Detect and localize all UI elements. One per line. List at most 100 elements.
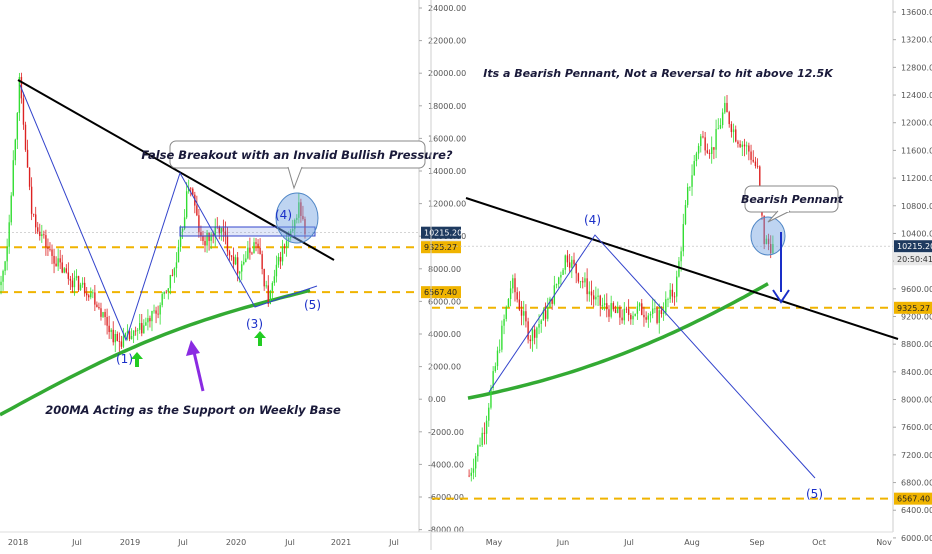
candle-body: [159, 305, 161, 315]
candle-body: [98, 307, 100, 309]
candle-body: [704, 137, 706, 151]
daily-countdown-badge-text: 20:50:41: [897, 255, 932, 264]
y-tick-label: 2000.00: [428, 363, 461, 372]
candle-body: [202, 235, 204, 242]
candle-body: [236, 257, 239, 274]
candle-body: [32, 213, 35, 215]
candle-body: [137, 329, 139, 331]
candle-body: [693, 161, 695, 176]
candle-body: [523, 311, 525, 316]
candle-body: [606, 303, 608, 310]
candle-body: [275, 264, 278, 277]
candle-body: [71, 280, 74, 288]
candle-body: [271, 282, 274, 291]
candle-body: [234, 257, 237, 265]
daily-countdown-badge: [894, 253, 932, 266]
candle-body: [485, 420, 488, 434]
candle-body: [481, 432, 483, 446]
candle-body: [656, 308, 658, 323]
candle-body: [597, 295, 599, 297]
y-tick-label: 11600.00: [901, 146, 932, 155]
candle-body: [220, 227, 223, 234]
candle-body: [592, 295, 595, 300]
candle-body: [724, 102, 726, 113]
ma200-line: [467, 282, 769, 400]
candle-body: [759, 166, 761, 192]
candle-body: [610, 303, 612, 317]
candle-body: [122, 336, 125, 347]
candle-body: [518, 299, 521, 310]
candle-body: [206, 232, 208, 246]
y-tick-label: 12000.00: [901, 119, 932, 128]
candle-body: [601, 305, 604, 306]
candle-body: [627, 309, 630, 315]
y-tick-label: 22000.00: [428, 37, 466, 46]
candle-body: [547, 307, 549, 319]
candle-body: [509, 288, 512, 300]
candle-body: [26, 149, 29, 168]
candle-body: [529, 339, 531, 342]
candle-body: [100, 308, 102, 317]
candle-body: [732, 129, 735, 133]
candle-body: [730, 124, 733, 133]
candle-body: [102, 312, 104, 317]
candle-body: [717, 128, 719, 130]
candle-body: [67, 272, 70, 279]
candle-body: [651, 308, 654, 314]
y-tick-label: 12400.00: [901, 91, 932, 100]
candle-body: [662, 312, 665, 315]
candle-body: [171, 275, 174, 276]
candle-body: [196, 205, 198, 216]
candle-body: [200, 232, 202, 236]
candle-body: [713, 147, 715, 150]
candle-body: [568, 262, 571, 268]
candle-body: [505, 307, 507, 319]
candle-body: [695, 153, 698, 162]
candle-body: [8, 222, 10, 247]
y-tick-label: 18000.00: [428, 102, 466, 111]
candle-body: [542, 310, 545, 321]
y-tick-label: 20000.00: [428, 69, 466, 78]
candle-body: [141, 323, 143, 334]
y-tick-label: 14000.00: [428, 167, 466, 176]
candle-body: [277, 256, 280, 265]
candle-body: [735, 129, 737, 142]
y-tick-label: 24000.00: [428, 4, 466, 13]
candle-body: [750, 151, 752, 160]
candle-body: [697, 145, 700, 154]
candle-body: [63, 268, 65, 273]
candle-body: [516, 292, 518, 300]
candle-body: [2, 270, 4, 282]
candle-body: [673, 296, 676, 298]
candle-body: [488, 407, 490, 421]
candle-body: [37, 227, 39, 232]
candle-body: [35, 214, 37, 228]
annotation-pennant: Bearish Pennant: [741, 193, 844, 206]
annotation-title: Its a Bearish Pennant, Not a Reversal to…: [483, 67, 834, 80]
candle-body: [743, 144, 746, 147]
candle-body: [130, 336, 133, 340]
candle-body: [132, 330, 135, 337]
candle-body: [151, 310, 153, 322]
x-tick-label: 2021: [331, 538, 351, 547]
candle-body: [183, 217, 186, 229]
candle-body: [57, 258, 59, 267]
candle-body: [92, 292, 94, 294]
candle-body: [43, 234, 45, 236]
candle-body: [614, 309, 617, 313]
weekly-chart[interactable]: 24000.00 22000.00 20000.00 18000.00 16000.00…: [0, 0, 466, 547]
candle-body: [536, 327, 538, 338]
candle-body: [689, 186, 691, 188]
candle-body: [728, 112, 730, 125]
candle-body: [245, 258, 247, 262]
candle-body: [617, 307, 619, 313]
candle-body: [669, 289, 671, 300]
candle-body: [269, 290, 271, 304]
candle-body: [49, 248, 51, 250]
candle-body: [169, 275, 172, 289]
candle-body: [24, 124, 27, 150]
candle-body: [573, 259, 575, 264]
candle-body: [540, 320, 542, 324]
